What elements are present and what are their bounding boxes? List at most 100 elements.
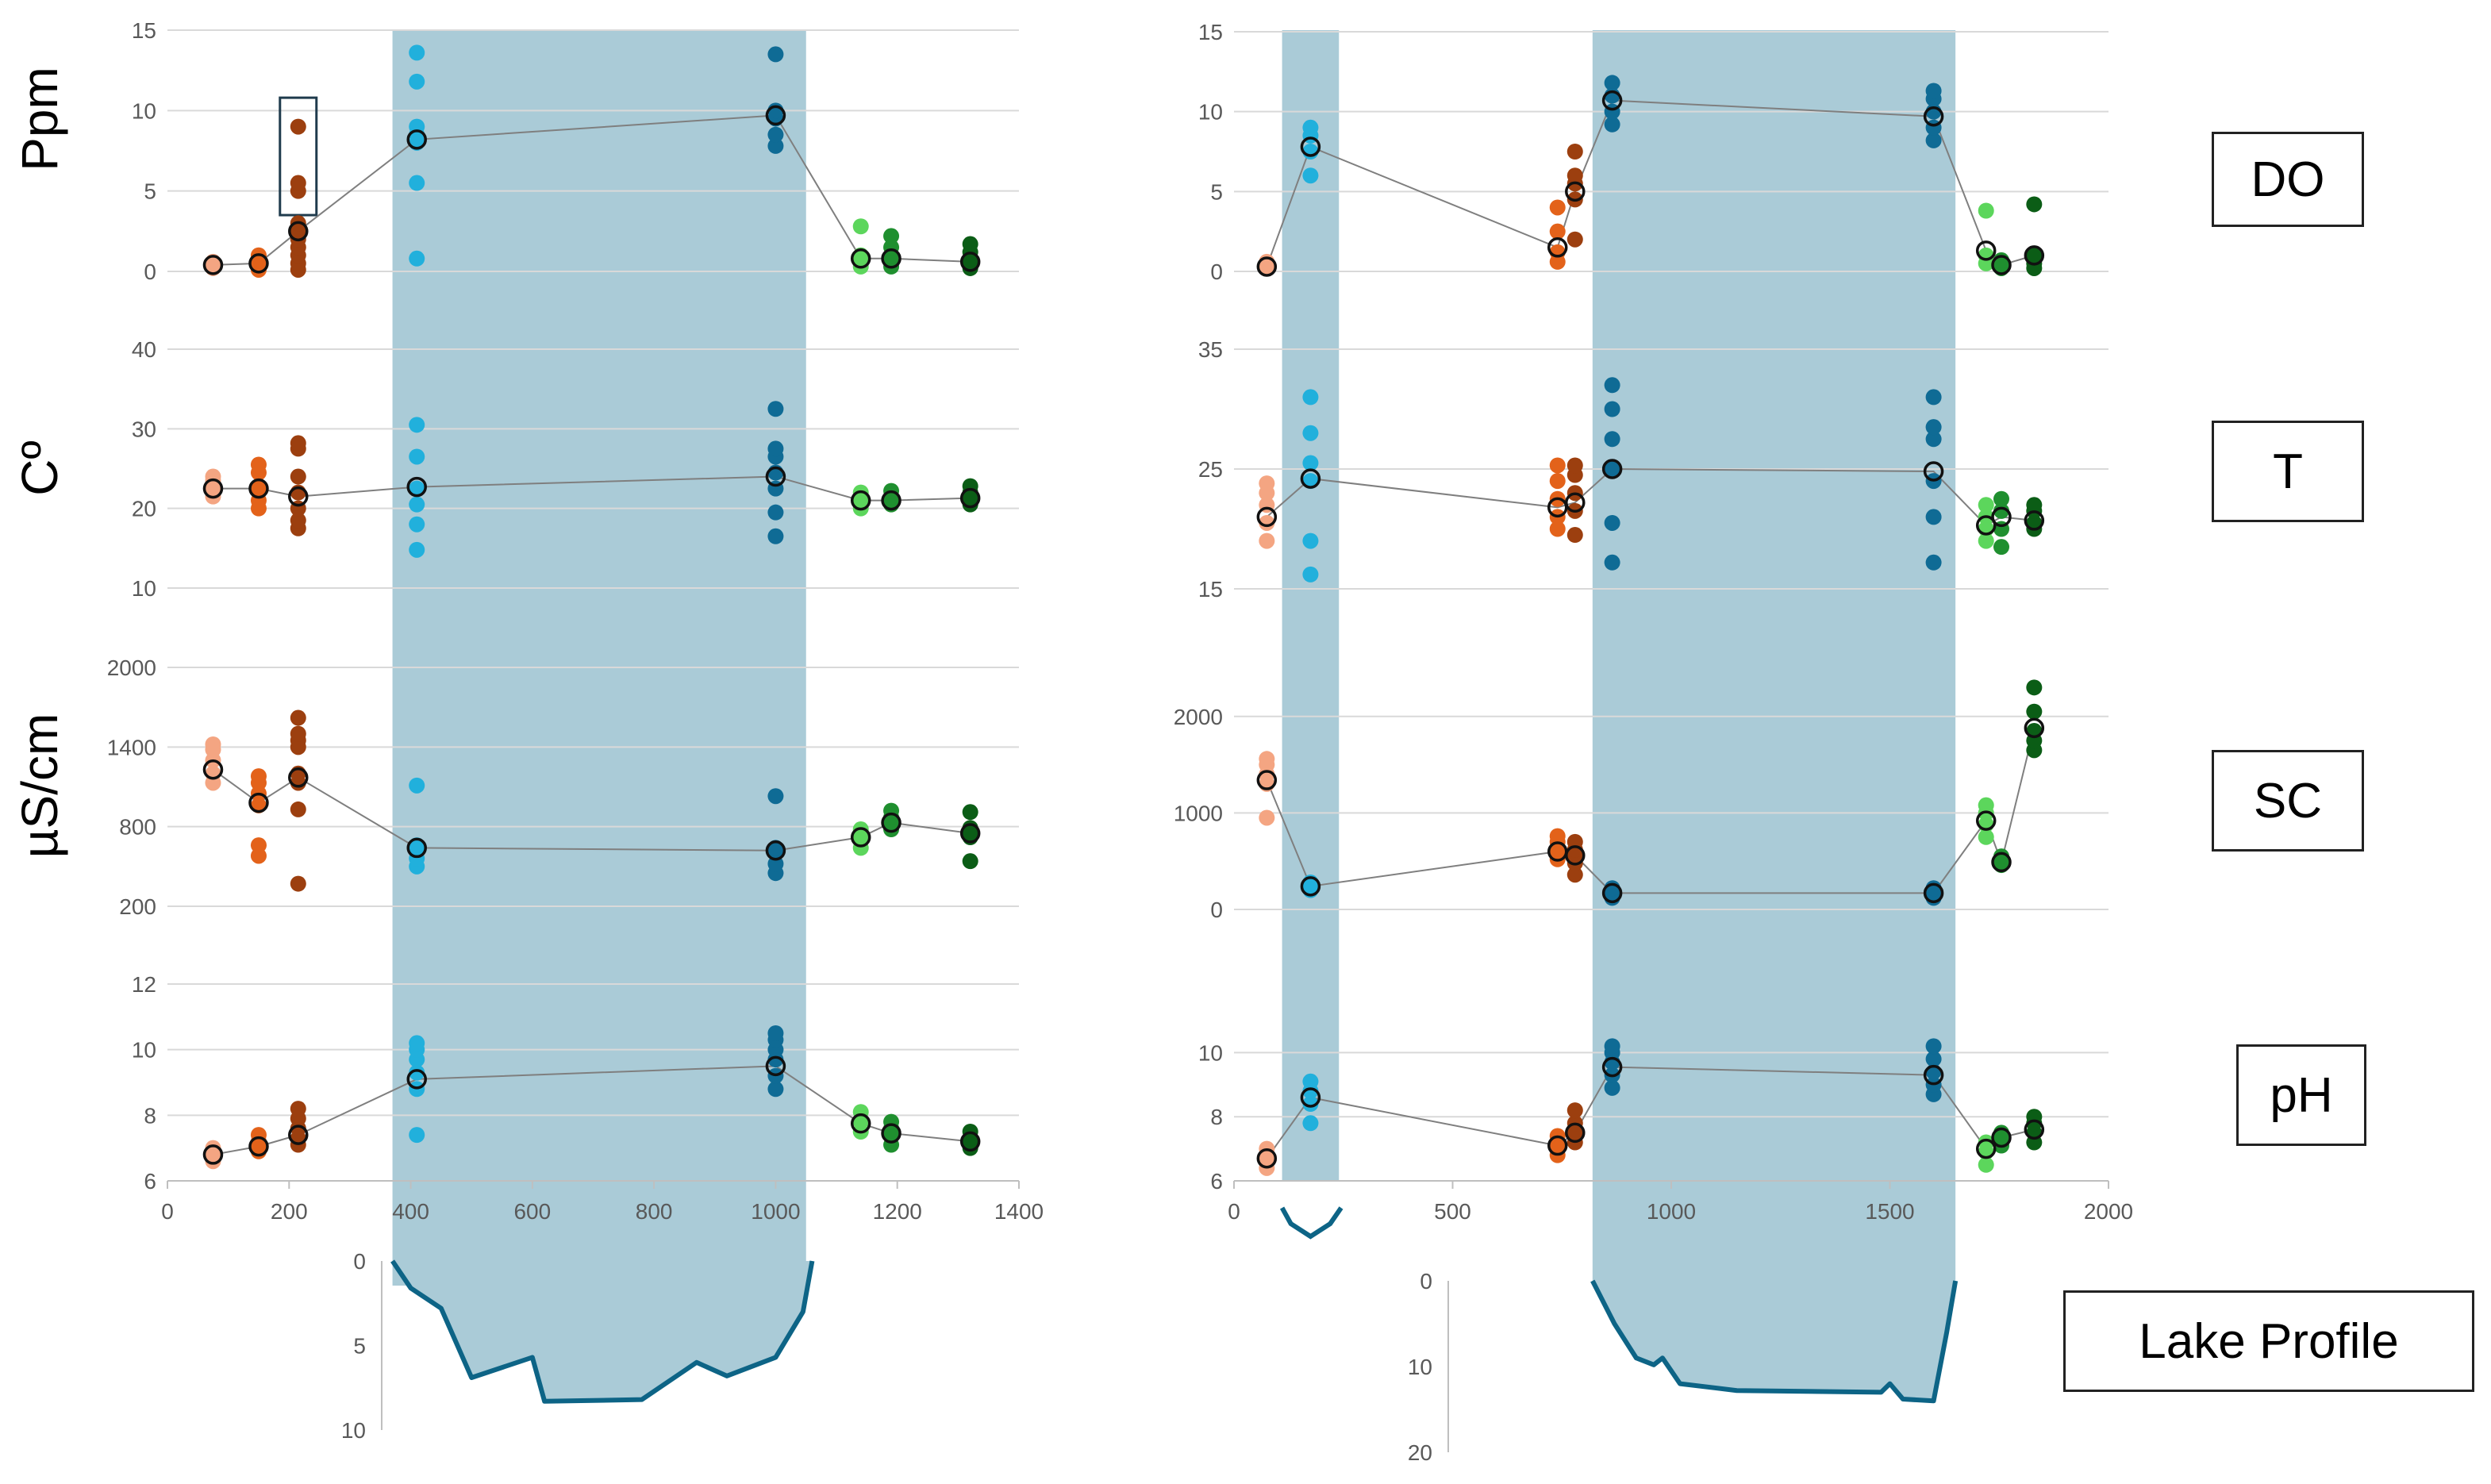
data-point <box>409 541 425 558</box>
mean-marker <box>1991 1127 2012 1148</box>
data-point <box>2026 679 2043 696</box>
mean-marker <box>959 1131 981 1152</box>
data-point <box>1604 75 1620 91</box>
mean-marker <box>1565 1122 1586 1144</box>
data-point <box>290 725 306 742</box>
data-point <box>1302 532 1319 549</box>
mean-marker <box>1923 882 1944 904</box>
y-tick-label: 10 <box>132 576 156 601</box>
shade-band-left-pelagic <box>392 30 806 1286</box>
mean-marker <box>1975 1138 1997 1159</box>
shade-band-right-small <box>1282 30 1340 1181</box>
y-tick-label: 0 <box>1210 898 1223 922</box>
mean-marker <box>202 478 224 499</box>
shading-layer <box>392 30 1956 1401</box>
data-point <box>1978 532 1994 549</box>
x-tick-label: 1000 <box>751 1199 800 1224</box>
mean-marker <box>2024 245 2045 266</box>
mean-marker <box>1300 468 1321 489</box>
mean-marker <box>1991 255 2012 275</box>
y-tick-label: 15 <box>1198 577 1223 602</box>
data-point <box>1993 502 2010 519</box>
mean-marker <box>959 252 981 272</box>
data-point <box>1566 167 1583 184</box>
data-point <box>409 73 425 90</box>
y-tick-label: 5 <box>144 179 156 204</box>
data-point <box>2026 196 2043 213</box>
y-tick-label: 1400 <box>107 735 156 759</box>
y-tick-label: 15 <box>132 18 156 43</box>
mean-marker <box>959 823 981 844</box>
data-point <box>767 788 784 805</box>
mean-marker <box>406 837 427 859</box>
mean-marker <box>850 1113 871 1134</box>
data-point <box>962 236 978 252</box>
x-tick-label: 200 <box>271 1199 308 1224</box>
y-tick-label: 25 <box>1198 457 1223 482</box>
data-point <box>1302 144 1319 160</box>
x-tick-label: 1000 <box>1647 1199 1696 1224</box>
lake-water-fill <box>392 1261 813 1401</box>
data-point <box>1566 833 1583 850</box>
data-point <box>1925 83 1942 99</box>
data-point <box>1566 867 1583 883</box>
mean-marker <box>2024 717 2045 739</box>
data-point <box>1566 457 1583 474</box>
data-point <box>1302 389 1319 406</box>
shade-band-right-pelagic <box>1592 30 1956 1281</box>
data-point <box>1978 829 1994 845</box>
data-point <box>1925 554 1942 571</box>
mean-marker <box>288 1125 309 1145</box>
data-point <box>2026 703 2043 720</box>
data-point <box>1978 1156 1994 1173</box>
data-point <box>1978 247 1994 263</box>
data-point <box>409 417 425 433</box>
mean-marker <box>1601 90 1623 111</box>
mean-marker <box>1601 1056 1623 1078</box>
y-tick-label: 10 <box>132 98 156 123</box>
data-point <box>1604 554 1620 571</box>
y-tick-label: 30 <box>132 417 156 441</box>
ylabel-do: Ppm <box>11 67 68 171</box>
data-point <box>290 435 306 452</box>
data-point <box>767 401 784 417</box>
data-point <box>409 175 425 191</box>
data-point <box>409 496 425 513</box>
ylabel-sc: µS/cm <box>11 713 68 859</box>
label-box-do: DO <box>2212 132 2364 227</box>
data-point <box>1925 1038 1942 1055</box>
y-tick-label: 200 <box>119 894 156 919</box>
data-point <box>1978 797 1994 813</box>
data-point <box>1925 419 1942 436</box>
x-tick-label: 400 <box>392 1199 429 1224</box>
mean-marker <box>1565 845 1586 866</box>
mean-marker <box>2024 510 2045 531</box>
mean-marker <box>1300 136 1321 157</box>
data-point <box>409 1064 425 1081</box>
data-point <box>205 1140 221 1156</box>
x-tick-label: 0 <box>1228 1199 1240 1224</box>
x-tick-label: 2000 <box>2084 1199 2133 1224</box>
data-point <box>1259 475 1275 492</box>
lake-water-fill <box>1592 1281 1956 1401</box>
x-tick-label: 1400 <box>994 1199 1044 1224</box>
data-point <box>290 709 306 726</box>
mean-marker <box>202 759 224 780</box>
data-point <box>1259 253 1275 270</box>
mean-marker <box>765 105 786 126</box>
data-point <box>767 1081 784 1098</box>
data-point <box>1549 244 1566 260</box>
data-point <box>1302 1073 1319 1090</box>
data-point <box>767 440 784 457</box>
profile-depth-label: 5 <box>353 1334 366 1359</box>
mean-marker <box>248 792 269 813</box>
data-point <box>852 218 869 235</box>
data-point <box>1302 566 1319 582</box>
mean-marker <box>765 840 786 861</box>
mean-marker <box>881 812 901 833</box>
y-tick-label: 10 <box>1198 100 1223 125</box>
data-point <box>962 804 978 821</box>
data-point <box>1302 119 1319 136</box>
data-point <box>1978 202 1994 219</box>
mean-marker <box>881 490 901 511</box>
